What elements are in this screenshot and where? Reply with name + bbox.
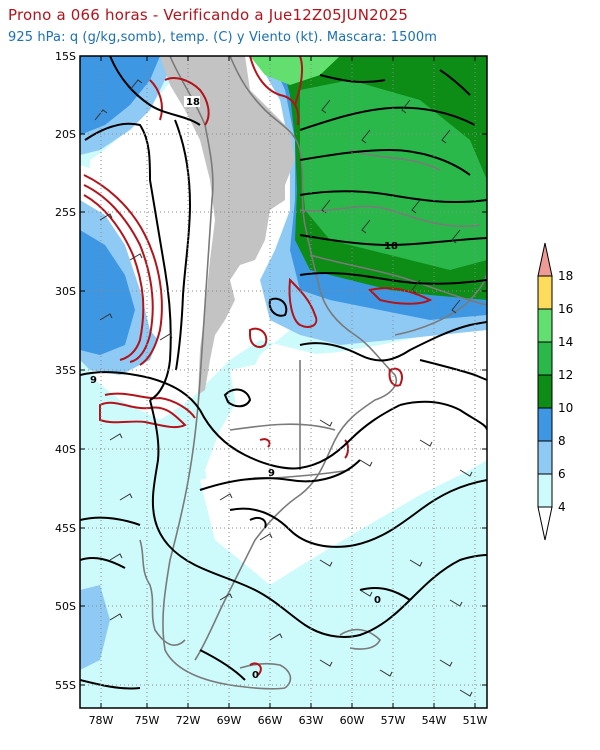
map-title: Prono a 066 horas - Verificando a Jue12Z… [8, 6, 409, 24]
temperature-contours [80, 56, 487, 690]
q-12-14-area-east [300, 80, 487, 270]
lon-label: 63W [299, 714, 324, 727]
lat-lon-grid [80, 56, 487, 708]
colorbar-label: 12 [558, 368, 573, 382]
contour-label-0-tip: 0 [252, 670, 259, 681]
q-8-10-area-pacific [80, 230, 135, 355]
axis-ticks [80, 55, 487, 708]
colorbar-label: 10 [558, 401, 573, 415]
map-subtitle: 925 hPa: q (g/kg,somb), temp. (C) y Vien… [8, 30, 437, 45]
colorbar-label: 16 [558, 302, 573, 316]
colorbar-segment [537, 506, 553, 541]
colorbar-label: 14 [558, 335, 573, 349]
colorbar: 18 16 14 12 10 8 6 4 [537, 242, 573, 541]
colorbar-segment [537, 374, 553, 409]
contour-label-0-south: 0 [374, 595, 381, 606]
lat-label: 20S [55, 128, 76, 141]
lon-label: 66W [258, 714, 283, 727]
colorbar-segment [537, 473, 553, 508]
latitude-labels: 15S 20S 25S 30S 35S 40S 45S 50S 55S [55, 50, 76, 692]
lat-label: 40S [55, 443, 76, 456]
lon-label: 69W [217, 714, 242, 727]
contour-label-18-west: 18 [186, 97, 200, 108]
map-frame [79, 55, 488, 709]
colorbar-label: 4 [558, 500, 566, 514]
colorbar-label: 18 [558, 269, 573, 283]
lat-label: 45S [55, 522, 76, 535]
lat-label: 35S [55, 364, 76, 377]
lon-label: 60W [340, 714, 365, 727]
colorbar-label: 8 [558, 434, 566, 448]
coastlines [139, 56, 487, 690]
colorbar-segment [537, 275, 553, 310]
lon-label: 72W [176, 714, 201, 727]
q-6-8-area-south [80, 585, 110, 670]
colorbar-segment [537, 407, 553, 442]
longitude-labels: 78W 75W 72W 69W 66W 63W 60W 57W 54W 51W [89, 714, 488, 727]
q-lt4-area-south [200, 470, 350, 560]
wind-barbs [94, 79, 473, 697]
contour-label-18-east: 18 [384, 241, 398, 252]
colorbar-segment [537, 242, 553, 277]
q-8-10-area-west [80, 56, 160, 135]
colorbar-segment [537, 308, 553, 343]
contour-label-9-west: 9 [90, 375, 97, 386]
lon-label: 54W [422, 714, 447, 727]
lat-label: 25S [55, 206, 76, 219]
lon-label: 57W [381, 714, 406, 727]
colorbar-label: 6 [558, 467, 566, 481]
lat-label: 55S [55, 679, 76, 692]
dewpoint-contours [83, 56, 433, 676]
terrain-mask [160, 56, 295, 395]
colorbar-segment [537, 341, 553, 376]
lat-label: 15S [55, 50, 76, 63]
colorbar-segment [537, 440, 553, 475]
lon-label: 78W [89, 714, 114, 727]
contour-label-9-central: 9 [268, 468, 275, 479]
lat-label: 30S [55, 285, 76, 298]
map-field: 18 18 9 9 0 0 [80, 56, 487, 708]
lon-label: 51W [463, 714, 488, 727]
q-14-16-area-north [250, 56, 340, 85]
contour-labels: 18 18 9 9 0 0 [90, 96, 398, 681]
lon-label: 75W [135, 714, 160, 727]
lat-label: 50S [55, 600, 76, 613]
